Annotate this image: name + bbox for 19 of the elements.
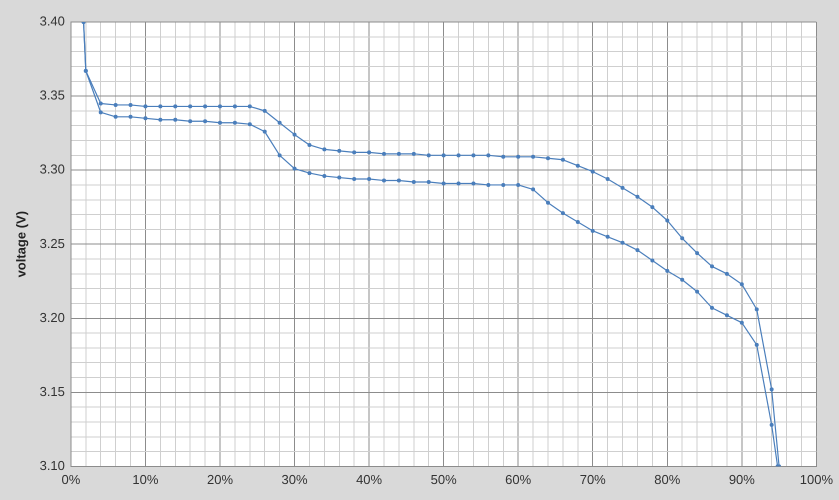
x-tick-label: 70%	[580, 472, 606, 487]
y-tick-label: 3.15	[40, 384, 65, 399]
y-tick-label: 3.10	[40, 458, 65, 473]
y-axis-title: voltage (V)	[13, 210, 28, 278]
x-tick-label: 20%	[206, 472, 234, 487]
y-tick-label: 3.25	[40, 236, 65, 251]
x-tick-label: 40%	[356, 472, 383, 487]
x-tick-label: 30%	[282, 472, 308, 487]
x-tick-label: 50%	[430, 472, 458, 487]
x-tick-label: 60%	[505, 472, 532, 487]
y-tick-label: 3.40	[40, 14, 65, 29]
y-tick-label: 3.20	[40, 310, 65, 325]
x-tick-label: 10%	[132, 472, 159, 487]
x-tick-label: 80%	[654, 472, 681, 487]
x-tick-label: 0%	[62, 472, 81, 487]
x-tick-label: 90%	[728, 472, 756, 487]
y-tick-label: 3.35	[40, 88, 65, 103]
y-tick-label: 3.30	[40, 162, 65, 177]
x-tick-label: 100%	[800, 472, 834, 487]
